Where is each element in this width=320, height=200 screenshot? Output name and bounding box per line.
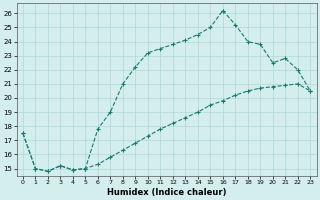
X-axis label: Humidex (Indice chaleur): Humidex (Indice chaleur) xyxy=(107,188,226,197)
